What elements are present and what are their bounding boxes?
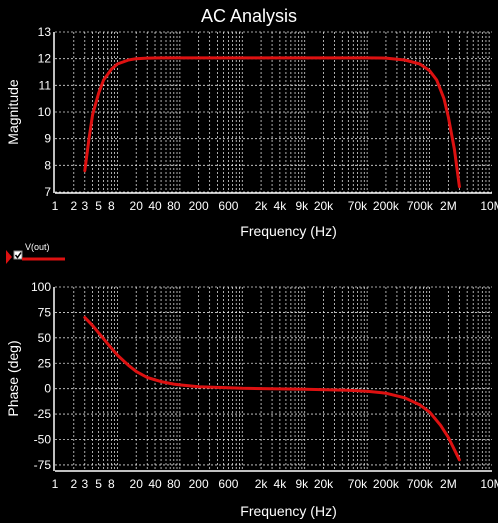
y-tick-label: 7 (44, 185, 51, 199)
x-tick-label: 3 (81, 477, 88, 491)
x-tick-label: 200 (189, 199, 209, 213)
series-line-vout (83, 56, 461, 189)
x-tick-label: 5 (95, 477, 102, 491)
x-tick-label: 8 (108, 199, 115, 213)
x-tick-label: 9k (296, 199, 310, 213)
x-tick-label: 9k (296, 477, 310, 491)
y-tick-label: -50 (34, 433, 52, 447)
y-tick-label: 13 (38, 25, 52, 39)
y-tick-label: -25 (34, 407, 52, 421)
legend[interactable]: V(out) (6, 242, 65, 264)
checkmark-icon (14, 252, 22, 259)
series-line-vout (83, 316, 461, 462)
x-tick-label: 80 (167, 199, 181, 213)
x-tick-label: 3 (81, 199, 88, 213)
x-tick-label: 10M (480, 477, 498, 491)
x-tick-label: 600 (218, 477, 238, 491)
x-tick-label: 200k (373, 199, 400, 213)
x-tick-label: 5 (95, 199, 102, 213)
y-axis-title: Magnitude (5, 79, 21, 145)
x-tick-label: 2 (70, 199, 77, 213)
x-tick-label: 80 (167, 477, 181, 491)
x-tick-label: 2M (440, 199, 457, 213)
legend-checkbox[interactable] (13, 250, 23, 260)
x-tick-label: 20k (314, 477, 334, 491)
y-tick-label: 0 (44, 382, 51, 396)
y-tick-label: 9 (44, 132, 51, 146)
x-tick-label: 4k (274, 199, 288, 213)
x-tick-label: 1 (52, 199, 59, 213)
y-tick-label: 100 (31, 280, 51, 294)
x-tick-label: 20k (314, 199, 334, 213)
x-tick-label: 40 (148, 477, 162, 491)
x-tick-label: 2M (440, 477, 457, 491)
y-tick-label: 12 (38, 52, 52, 66)
x-tick-label: 600 (218, 199, 238, 213)
y-tick-label: 8 (44, 158, 51, 172)
x-tick-label: 700k (407, 199, 434, 213)
y-axis-title: Phase (deg) (5, 340, 21, 416)
x-tick-label: 1 (52, 477, 59, 491)
x-tick-label: 2k (255, 477, 269, 491)
x-tick-label: 2 (70, 477, 77, 491)
x-tick-label: 2k (255, 199, 269, 213)
x-tick-label: 10M (480, 199, 498, 213)
legend-label: V(out) (25, 242, 50, 252)
x-tick-label: 70k (348, 199, 368, 213)
x-tick-label: 4k (274, 477, 288, 491)
x-tick-label: 200k (373, 477, 400, 491)
y-tick-label: 50 (38, 331, 52, 345)
legend-marker-triangle-icon[interactable] (6, 250, 12, 264)
x-axis-title: Frequency (Hz) (240, 503, 336, 519)
x-tick-label: 70k (348, 477, 368, 491)
y-tick-label: 75 (38, 305, 52, 319)
x-tick-label: 20 (130, 477, 144, 491)
y-tick-label: 11 (39, 78, 52, 92)
chart-title: AC Analysis (201, 6, 297, 26)
x-axis-title: Frequency (Hz) (240, 223, 336, 239)
y-tick-label: -75 (34, 458, 52, 472)
y-tick-label: 25 (38, 356, 52, 370)
x-tick-label: 40 (148, 199, 162, 213)
y-tick-label: 10 (38, 105, 52, 119)
x-tick-label: 700k (407, 477, 434, 491)
phase-panel: -75 -50 -25 0 25 50 75 100 1 2 3 5 8 20 40 80 200 600 2k 4k… (5, 280, 498, 519)
x-tick-label: 20 (130, 199, 144, 213)
x-tick-label: 200 (189, 477, 209, 491)
x-tick-label: 8 (108, 477, 115, 491)
